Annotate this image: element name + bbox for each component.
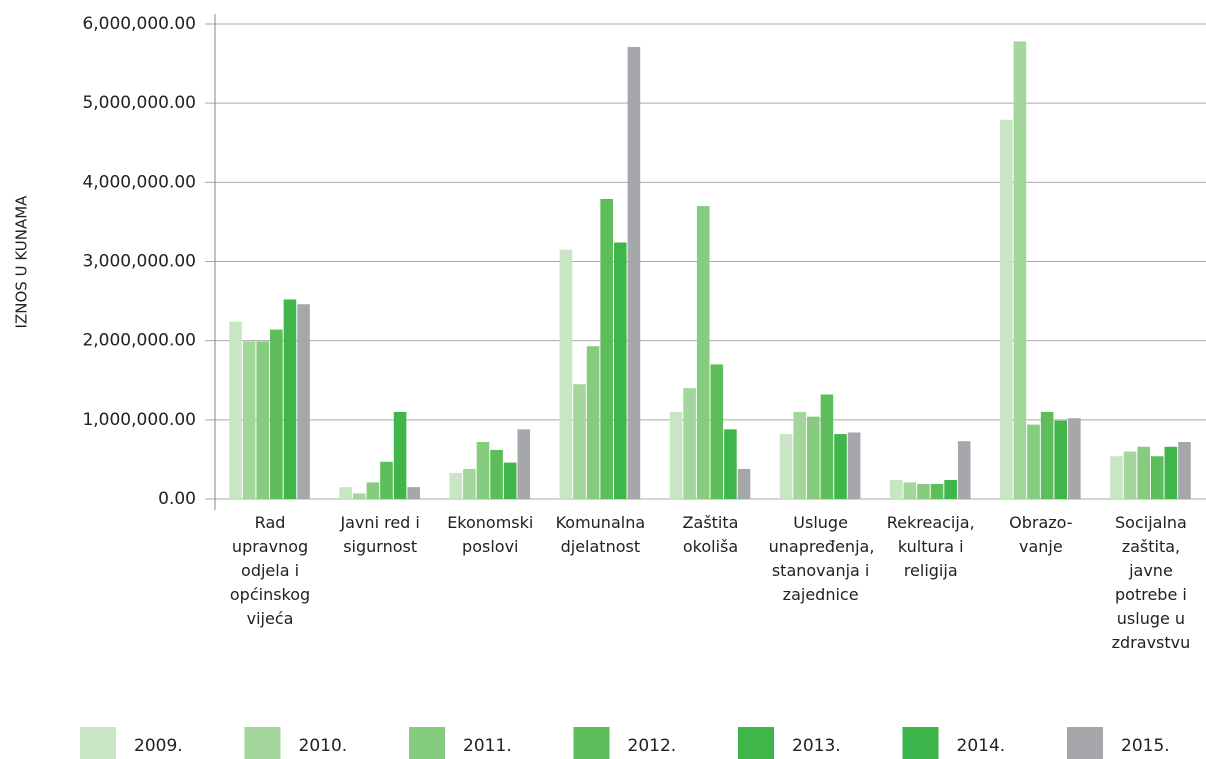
bar [1054,420,1068,499]
bar [366,482,380,499]
bar [449,472,463,499]
bar [490,449,503,499]
x-tick-label: Zaštita okoliša [682,513,739,556]
bar [1027,424,1040,499]
bar [710,364,724,499]
legend-label: 2013. [792,736,841,756]
bar [807,416,820,499]
bar [242,341,256,499]
legend-swatch [738,727,774,759]
bar [393,411,407,499]
bar [903,482,917,499]
bar [834,434,847,499]
bar [503,462,517,499]
bar [820,394,834,499]
y-tick-label: 0.00 [158,489,196,509]
legend-swatch [80,727,116,759]
legend-label: 2012. [628,736,677,756]
bar [917,483,930,499]
bar [724,429,737,499]
bar [476,442,490,499]
bar [517,429,531,499]
bar [669,411,683,499]
bar [683,388,696,499]
legend-swatch [244,727,281,759]
x-tick-label: Rekreacija, kultura i religija [886,513,975,580]
bar [944,480,957,499]
bar [1068,418,1081,499]
bar [339,487,352,499]
bar [270,329,283,499]
y-axis-title: IZNOS U KUNAMA [13,195,31,329]
bar [1137,446,1150,499]
legend-label: 2015. [1121,736,1170,756]
bar [1013,41,1027,500]
legend-label: 2011. [463,736,512,756]
bar [1110,456,1123,499]
y-tick-label: 5,000,000.00 [82,93,196,113]
legend-swatch [573,727,610,759]
x-tick-label: Usluge unapređenja, stanovanja i zajedni… [768,513,875,604]
x-tick-label: Komunalna djelatnost [555,513,646,556]
x-tick-label: Ekonomski poslovi [447,513,534,556]
legend-swatch [1067,727,1103,759]
x-tick-label: Obrazo-vanje [1009,513,1073,556]
y-tick-label: 1,000,000.00 [82,410,196,430]
bar [407,487,420,499]
legend-swatch [409,727,445,759]
bar [627,46,641,499]
bar [1150,456,1164,499]
y-tick-label: 6,000,000.00 [82,14,196,34]
bar [297,304,310,499]
bar [559,249,573,499]
bar [463,468,476,499]
bar [847,432,861,499]
y-tick-label: 2,000,000.00 [82,331,196,351]
bar [779,434,793,499]
bar [889,480,903,499]
bar [1000,119,1013,500]
legend-label: 2014. [957,736,1006,756]
bar [957,441,971,499]
x-tick-label: Socijalna zaštita, javne potrebe i uslug… [1111,513,1191,652]
bar [737,468,751,499]
bar [283,299,297,499]
bar [793,411,807,499]
bar [1040,411,1054,499]
bar [229,321,242,499]
bar [573,384,586,499]
bar [380,461,393,499]
legend-label: 2010. [299,736,348,756]
legend-swatch [902,727,939,759]
y-tick-label: 3,000,000.00 [82,252,196,272]
bar [1164,446,1178,499]
x-tick-label: Rad upravnog odjela i općinskog vijeća [229,513,311,628]
bar [1123,451,1137,499]
bar [930,483,944,499]
bar [696,206,710,500]
bar [1178,442,1191,499]
x-tick-label: Javni red i sigurnost [340,513,420,556]
bar [586,346,600,499]
bar [256,341,270,499]
bar [613,242,627,499]
bar [352,493,366,499]
bar [600,198,613,500]
y-tick-label: 4,000,000.00 [82,172,196,192]
legend-label: 2009. [134,736,183,756]
